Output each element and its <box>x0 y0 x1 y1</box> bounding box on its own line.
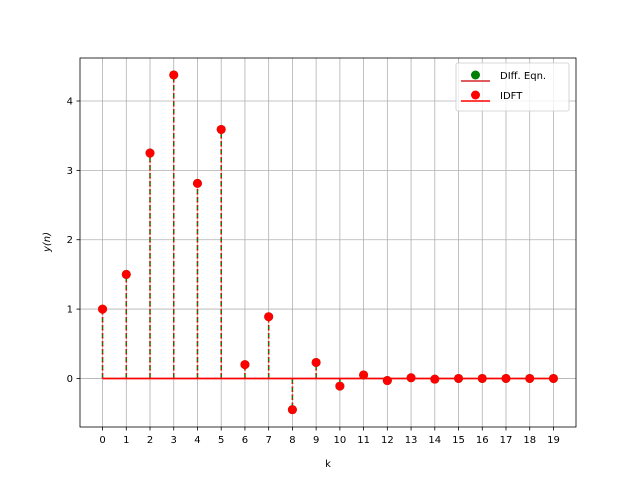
x-tick-label: 16 <box>476 435 489 446</box>
data-point-series-1 <box>216 124 226 134</box>
y-tick-label: 3 <box>67 166 73 177</box>
x-tick-label: 19 <box>547 435 560 446</box>
data-point-series-1 <box>382 376 392 386</box>
data-point-series-1 <box>477 373 487 383</box>
data-point-series-1 <box>359 370 369 380</box>
x-tick-label: 15 <box>452 435 465 446</box>
x-tick-label: 3 <box>171 435 177 446</box>
x-tick-label: 13 <box>405 435 418 446</box>
grid <box>80 58 576 427</box>
data-point-series-1 <box>287 405 297 415</box>
x-tick-label: 18 <box>523 435 536 446</box>
data-point-series-1 <box>169 70 179 80</box>
data-point-series-1 <box>98 304 108 314</box>
legend-marker-series-0 <box>471 70 480 80</box>
legend-marker-series-1 <box>471 90 480 100</box>
data-point-series-1 <box>240 360 250 370</box>
x-tick-label: 17 <box>500 435 513 446</box>
data-point-series-1 <box>454 373 464 383</box>
data-point-series-1 <box>335 381 345 391</box>
data-point-series-1 <box>264 312 274 322</box>
stems <box>101 74 436 410</box>
data-point-series-1 <box>525 373 535 383</box>
x-tick-label: 5 <box>218 435 224 446</box>
x-tick-label: 10 <box>333 435 346 446</box>
x-tick-label: 14 <box>428 435 441 446</box>
y-tick-label: 2 <box>67 235 73 246</box>
x-tick-label: 11 <box>357 435 370 446</box>
x-tick-label: 9 <box>313 435 319 446</box>
legend-label-series-1: IDFT <box>500 91 523 102</box>
x-axis-label: k <box>325 459 331 470</box>
x-tick-label: 7 <box>265 435 271 446</box>
x-tick-label: 8 <box>289 435 295 446</box>
plot-area <box>80 58 576 427</box>
y-axis-label: y(n) <box>42 232 53 253</box>
plot-frame <box>79 57 577 428</box>
data-point-series-1 <box>121 269 131 279</box>
x-tick-label: 12 <box>381 435 394 446</box>
data-point-series-1 <box>406 373 416 383</box>
x-tick-label: 2 <box>147 435 153 446</box>
data-point-series-1 <box>501 373 511 383</box>
data-point-series-1 <box>192 178 202 188</box>
x-tick-label: 6 <box>242 435 248 446</box>
x-tick-label: 4 <box>194 435 200 446</box>
x-tick-label: 0 <box>99 435 105 446</box>
legend-label-series-0: DIff. Eqn. <box>500 71 546 82</box>
data-point-series-1 <box>548 373 558 383</box>
y-tick-label: 1 <box>67 305 73 316</box>
legend: DIff. Eqn. IDFT <box>455 62 570 112</box>
x-tick-label: 1 <box>123 435 129 446</box>
data-point-series-1 <box>311 357 321 367</box>
y-tick-label: 4 <box>67 97 73 108</box>
data-point-series-1 <box>430 374 440 384</box>
markers <box>98 70 558 415</box>
legend-box <box>455 62 570 112</box>
y-tick-label: 0 <box>67 374 73 385</box>
data-point-series-1 <box>145 148 155 158</box>
